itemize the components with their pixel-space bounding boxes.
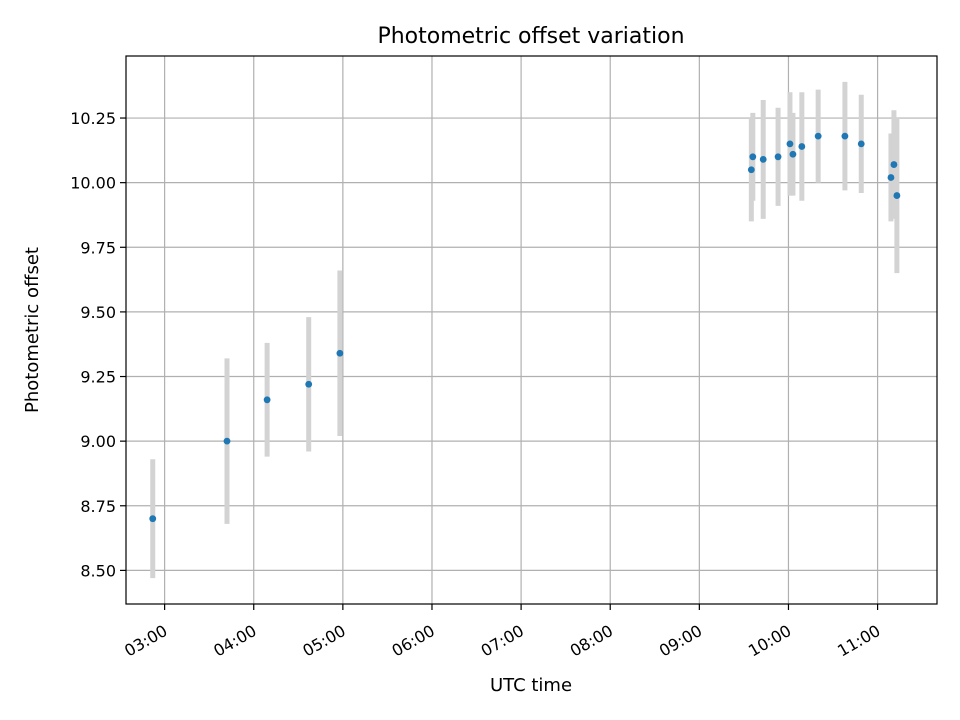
data-point: [149, 515, 157, 523]
data-point: [814, 132, 822, 140]
data-point: [789, 150, 797, 158]
y-tick-label: 9.00: [80, 432, 116, 451]
x-tick-label: 10:00: [745, 621, 794, 661]
data-point: [305, 380, 313, 388]
data-point: [890, 161, 898, 168]
y-tick-label: 9.25: [80, 368, 116, 387]
data-point: [759, 155, 767, 163]
x-tick-label: 06:00: [389, 621, 438, 661]
x-axis-label: UTC time: [490, 675, 572, 696]
x-tick-label: 11:00: [834, 621, 883, 661]
y-tick-label: 8.75: [80, 497, 116, 516]
chart-title: Photometric offset variation: [377, 24, 684, 49]
x-tick-label: 07:00: [478, 621, 527, 661]
data-point: [263, 396, 271, 404]
y-axis-label: Photometric offset: [22, 247, 43, 413]
data-point: [336, 349, 344, 357]
x-tick-label: 05:00: [299, 621, 348, 661]
data-point: [887, 174, 895, 181]
data-point: [774, 153, 782, 161]
y-tick-label: 8.50: [80, 561, 116, 580]
data-point: [223, 437, 231, 445]
x-axis-ticks: 03:00 04:00 05:00 06:00 07:00 08:00 09:00 10:00…: [121, 604, 884, 661]
error-bars: [150, 81, 900, 579]
y-axis-ticks: 8.50 8.75 9.00 9.25 9.50 9.75 10.00 10.25: [70, 109, 126, 580]
y-tick-label: 9.75: [80, 238, 116, 257]
x-tick-label: 08:00: [567, 621, 616, 661]
data-point: [749, 153, 757, 161]
grid-lines: [126, 56, 937, 604]
data-point: [786, 140, 794, 148]
x-tick-label: 04:00: [210, 621, 259, 661]
data-point: [893, 192, 901, 199]
data-point: [798, 143, 806, 150]
plot-frame: [125, 55, 938, 605]
data-points: [149, 132, 901, 523]
data-point: [857, 140, 865, 148]
y-tick-label: 10.00: [70, 174, 116, 193]
data-point: [841, 132, 849, 140]
x-tick-label: 09:00: [656, 621, 705, 661]
data-point: [747, 166, 755, 174]
y-tick-label: 9.50: [80, 303, 116, 322]
y-tick-label: 10.25: [70, 109, 116, 128]
x-tick-label: 03:00: [121, 621, 170, 661]
